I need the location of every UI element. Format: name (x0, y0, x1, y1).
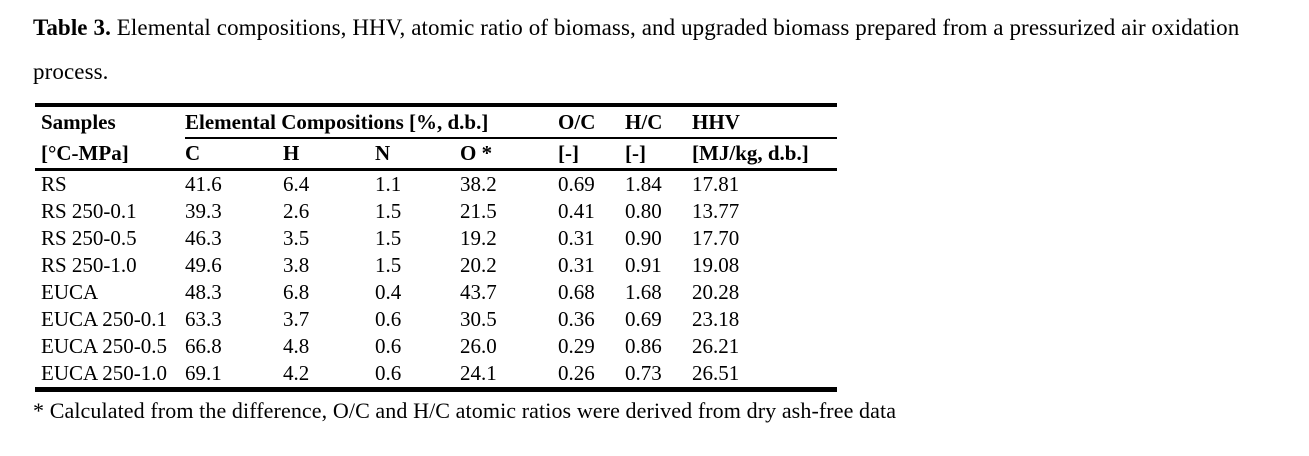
cell-oc: 0.29 (558, 334, 595, 358)
cell-n: 1.5 (375, 226, 402, 250)
cell-h: 2.6 (283, 199, 310, 223)
cell-sample: RS 250-0.5 (41, 226, 137, 250)
cell-hhv: 19.08 (692, 253, 740, 277)
cell-hc: 0.69 (625, 307, 662, 331)
cell-oc: 0.69 (558, 172, 595, 196)
cell-n: 0.4 (375, 280, 402, 304)
cell-n: 0.6 (375, 334, 402, 358)
table-row: RS 250-0.1 39.3 2.6 1.5 21.5 0.41 0.80 1… (35, 198, 837, 225)
cell-oc: 0.26 (558, 361, 595, 385)
cell-h: 6.8 (283, 280, 310, 304)
cell-h: 6.4 (283, 172, 310, 196)
cell-o: 43.7 (460, 280, 497, 304)
data-table: Samples Elemental Compositions [%, d.b.]… (35, 103, 838, 392)
table-row: RS 250-1.0 49.6 3.8 1.5 20.2 0.31 0.91 1… (35, 252, 837, 279)
cell-o: 26.0 (460, 334, 497, 358)
table-row: RS 41.6 6.4 1.1 38.2 0.69 1.84 17.81 (35, 170, 837, 199)
cell-o: 38.2 (460, 172, 497, 196)
cell-o: 30.5 (460, 307, 497, 331)
cell-hhv: 23.18 (692, 307, 740, 331)
cell-c: 41.6 (185, 172, 222, 196)
cell-hhv: 13.77 (692, 199, 740, 223)
cell-sample: EUCA (41, 280, 99, 304)
cell-sample: EUCA 250-0.5 (41, 334, 167, 358)
cell-hhv: 20.28 (692, 280, 740, 304)
header-n: N (375, 138, 460, 171)
header-hhv-unit: [MJ/kg, d.b.] (692, 138, 838, 171)
cell-oc: 0.36 (558, 307, 595, 331)
cell-h: 3.5 (283, 226, 310, 250)
cell-n: 1.5 (375, 199, 402, 223)
cell-oc: 0.31 (558, 253, 595, 277)
cell-oc: 0.41 (558, 199, 595, 223)
cell-h: 4.8 (283, 334, 310, 358)
header-c: C (185, 138, 283, 171)
cell-n: 1.5 (375, 253, 402, 277)
cell-n: 1.1 (375, 172, 402, 196)
header-samples: Samples (41, 110, 116, 134)
cell-sample: RS (41, 172, 67, 196)
cell-hc: 0.80 (625, 199, 662, 223)
cell-o: 20.2 (460, 253, 497, 277)
cell-hc: 1.68 (625, 280, 662, 304)
table-caption: Table 3. Elemental compositions, HHV, at… (33, 6, 1289, 94)
cell-h: 3.7 (283, 307, 310, 331)
header-h: H (283, 138, 375, 171)
header-row-units: [°C-MPa] C H N O * [-] [-] [MJ/kg, d.b.] (35, 138, 838, 171)
cell-h: 4.2 (283, 361, 310, 385)
cell-c: 69.1 (185, 361, 222, 385)
header-oc-unit: [-] (558, 138, 626, 171)
cell-hc: 0.73 (625, 361, 662, 385)
cell-oc: 0.68 (558, 280, 595, 304)
header-hhv: HHV (692, 105, 838, 139)
cell-n: 0.6 (375, 307, 402, 331)
cell-oc: 0.31 (558, 226, 595, 250)
cell-c: 39.3 (185, 199, 222, 223)
table-row: RS 250-0.5 46.3 3.5 1.5 19.2 0.31 0.90 1… (35, 225, 837, 252)
header-hc: H/C (625, 105, 693, 139)
caption-label: Table 3. (33, 15, 111, 40)
cell-sample: RS 250-1.0 (41, 253, 137, 277)
cell-o: 24.1 (460, 361, 497, 385)
header-hc-unit: [-] (625, 138, 693, 171)
cell-hc: 0.86 (625, 334, 662, 358)
cell-c: 49.6 (185, 253, 222, 277)
cell-sample: EUCA 250-0.1 (41, 307, 167, 331)
cell-hhv: 26.51 (692, 361, 740, 385)
cell-c: 48.3 (185, 280, 222, 304)
cell-hhv: 17.70 (692, 226, 740, 250)
cell-c: 46.3 (185, 226, 222, 250)
cell-hc: 0.91 (625, 253, 662, 277)
cell-c: 63.3 (185, 307, 222, 331)
cell-hhv: 17.81 (692, 172, 740, 196)
cell-n: 0.6 (375, 361, 402, 385)
caption-text: Elemental compositions, HHV, atomic rati… (33, 15, 1240, 84)
header-elemental-group: Elemental Compositions [%, d.b.] (185, 105, 559, 139)
header-row-groups: Samples Elemental Compositions [%, d.b.]… (35, 105, 838, 139)
cell-h: 3.8 (283, 253, 310, 277)
table-row: EUCA 250-0.5 66.8 4.8 0.6 26.0 0.29 0.86… (35, 333, 837, 360)
cell-hc: 1.84 (625, 172, 662, 196)
cell-o: 19.2 (460, 226, 497, 250)
table-row: EUCA 250-1.0 69.1 4.2 0.6 24.1 0.26 0.73… (35, 360, 837, 390)
cell-sample: EUCA 250-1.0 (41, 361, 167, 385)
header-samples-unit: [°C-MPa] (35, 138, 185, 171)
cell-c: 66.8 (185, 334, 222, 358)
cell-hhv: 26.21 (692, 334, 740, 358)
table-row: EUCA 250-0.1 63.3 3.7 0.6 30.5 0.36 0.69… (35, 306, 837, 333)
cell-o: 21.5 (460, 199, 497, 223)
header-o: O * (460, 138, 559, 171)
header-oc: O/C (558, 105, 626, 139)
table-row: EUCA 48.3 6.8 0.4 43.7 0.68 1.68 20.28 (35, 279, 837, 306)
table-footnote: * Calculated from the difference, O/C an… (33, 398, 897, 423)
cell-sample: RS 250-0.1 (41, 199, 137, 223)
cell-hc: 0.90 (625, 226, 662, 250)
